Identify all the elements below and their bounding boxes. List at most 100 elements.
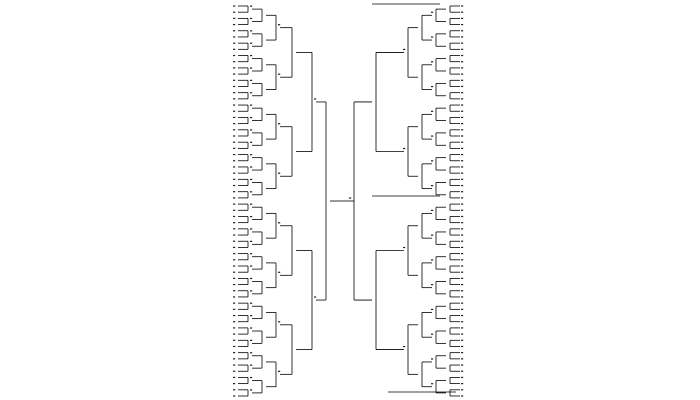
right-leaf-label: [461, 147, 464, 149]
right-leaf-label: [461, 48, 464, 50]
left-leaf-label: [233, 135, 236, 137]
left-leaf-label: [233, 228, 236, 230]
left-leaf-label: [233, 283, 236, 286]
left-leaf-label: [233, 364, 236, 366]
right-leaf-label: [461, 110, 464, 112]
left-leaf-label: [233, 277, 236, 279]
right-leaf-label: [461, 209, 464, 211]
left-leaf-label: [233, 61, 236, 63]
left-leaf-label: [233, 17, 236, 19]
left-node-label: [278, 222, 281, 224]
right-node-label: [403, 246, 406, 249]
left-bracket-tree: [233, 5, 340, 397]
left-node-label: [250, 203, 253, 205]
left-leaf-label: [233, 395, 236, 397]
left-node-label: [250, 364, 253, 366]
left-leaf-label: [233, 92, 236, 94]
right-leaf-label: [461, 123, 464, 125]
right-leaf-label: [461, 54, 464, 57]
left-leaf-label: [233, 389, 236, 391]
right-leaf-label: [461, 172, 464, 174]
right-leaf-label: [461, 98, 464, 100]
right-leaf-label: [461, 141, 464, 143]
right-leaf-label: [461, 339, 464, 341]
right-node-label: [349, 197, 352, 199]
right-node-label: [431, 308, 434, 311]
left-leaf-label: [233, 345, 236, 348]
right-leaf-label: [461, 222, 464, 224]
right-leaf-label: [461, 23, 464, 26]
right-leaf-label: [461, 17, 464, 19]
left-node-label: [250, 129, 253, 131]
left-leaf-label: [233, 184, 236, 187]
left-leaf-label: [233, 370, 236, 372]
left-leaf-label: [233, 191, 236, 193]
left-node-label: [250, 92, 253, 94]
left-node-label: [278, 24, 281, 26]
right-leaf-label: [461, 253, 464, 255]
left-leaf-label: [233, 98, 236, 100]
right-leaf-label: [461, 314, 464, 317]
right-leaf-label: [461, 203, 464, 205]
right-node-label: [431, 259, 434, 261]
left-node-label: [250, 228, 253, 230]
right-leaf-label: [461, 61, 464, 63]
left-node-label: [250, 290, 253, 292]
right-bracket-tree: [349, 5, 464, 397]
left-leaf-label: [233, 11, 236, 13]
right-leaf-label: [461, 85, 464, 88]
right-node-label: [431, 358, 434, 360]
left-leaf-label: [233, 209, 236, 211]
left-leaf-label: [233, 178, 236, 180]
right-leaf-label: [461, 383, 464, 385]
right-leaf-label: [461, 11, 464, 13]
left-leaf-label: [233, 5, 236, 7]
right-node-label: [431, 333, 434, 335]
right-leaf-label: [461, 160, 464, 162]
left-leaf-label: [233, 271, 236, 273]
left-leaf-label: [233, 30, 236, 32]
left-leaf-label: [233, 302, 236, 304]
left-node-label: [250, 215, 253, 218]
right-leaf-label: [461, 30, 464, 32]
right-node-label: [403, 48, 406, 51]
right-leaf-label: [461, 215, 464, 218]
right-leaf-label: [461, 135, 464, 137]
right-node-label: [431, 284, 434, 286]
left-node-label: [250, 116, 253, 119]
right-leaf-label: [461, 259, 464, 261]
left-node-label: [250, 141, 253, 143]
left-leaf-label: [233, 73, 236, 75]
left-node-label: [250, 166, 253, 168]
left-leaf-label: [233, 253, 236, 255]
right-node-label: [431, 160, 434, 162]
center-connector-lines: [340, 3, 456, 393]
left-leaf-label: [233, 339, 236, 341]
left-node-label: [250, 240, 253, 242]
left-node-label: [250, 376, 253, 379]
left-leaf-label: [233, 352, 236, 354]
left-leaf-label: [233, 203, 236, 205]
right-node-label: [431, 11, 434, 13]
left-leaf-label: [233, 197, 236, 199]
right-leaf-label: [461, 228, 464, 230]
left-node-label: [250, 265, 253, 267]
right-leaf-label: [461, 166, 464, 168]
left-node-label: [250, 277, 253, 280]
left-leaf-label: [233, 153, 236, 156]
right-leaf-label: [461, 92, 464, 94]
left-leaf-label: [233, 383, 236, 385]
left-node-label: [250, 302, 253, 304]
right-leaf-label: [461, 296, 464, 298]
left-node-label: [250, 315, 253, 317]
right-leaf-label: [461, 42, 464, 44]
left-leaf-label: [233, 123, 236, 125]
left-leaf-label: [233, 265, 236, 267]
right-leaf-label: [461, 36, 464, 38]
right-leaf-label: [461, 153, 464, 156]
left-node-label: [278, 123, 281, 125]
right-leaf-label: [461, 277, 464, 279]
left-leaf-label: [233, 42, 236, 44]
right-node-label: [431, 61, 434, 63]
left-leaf-label: [233, 48, 236, 50]
